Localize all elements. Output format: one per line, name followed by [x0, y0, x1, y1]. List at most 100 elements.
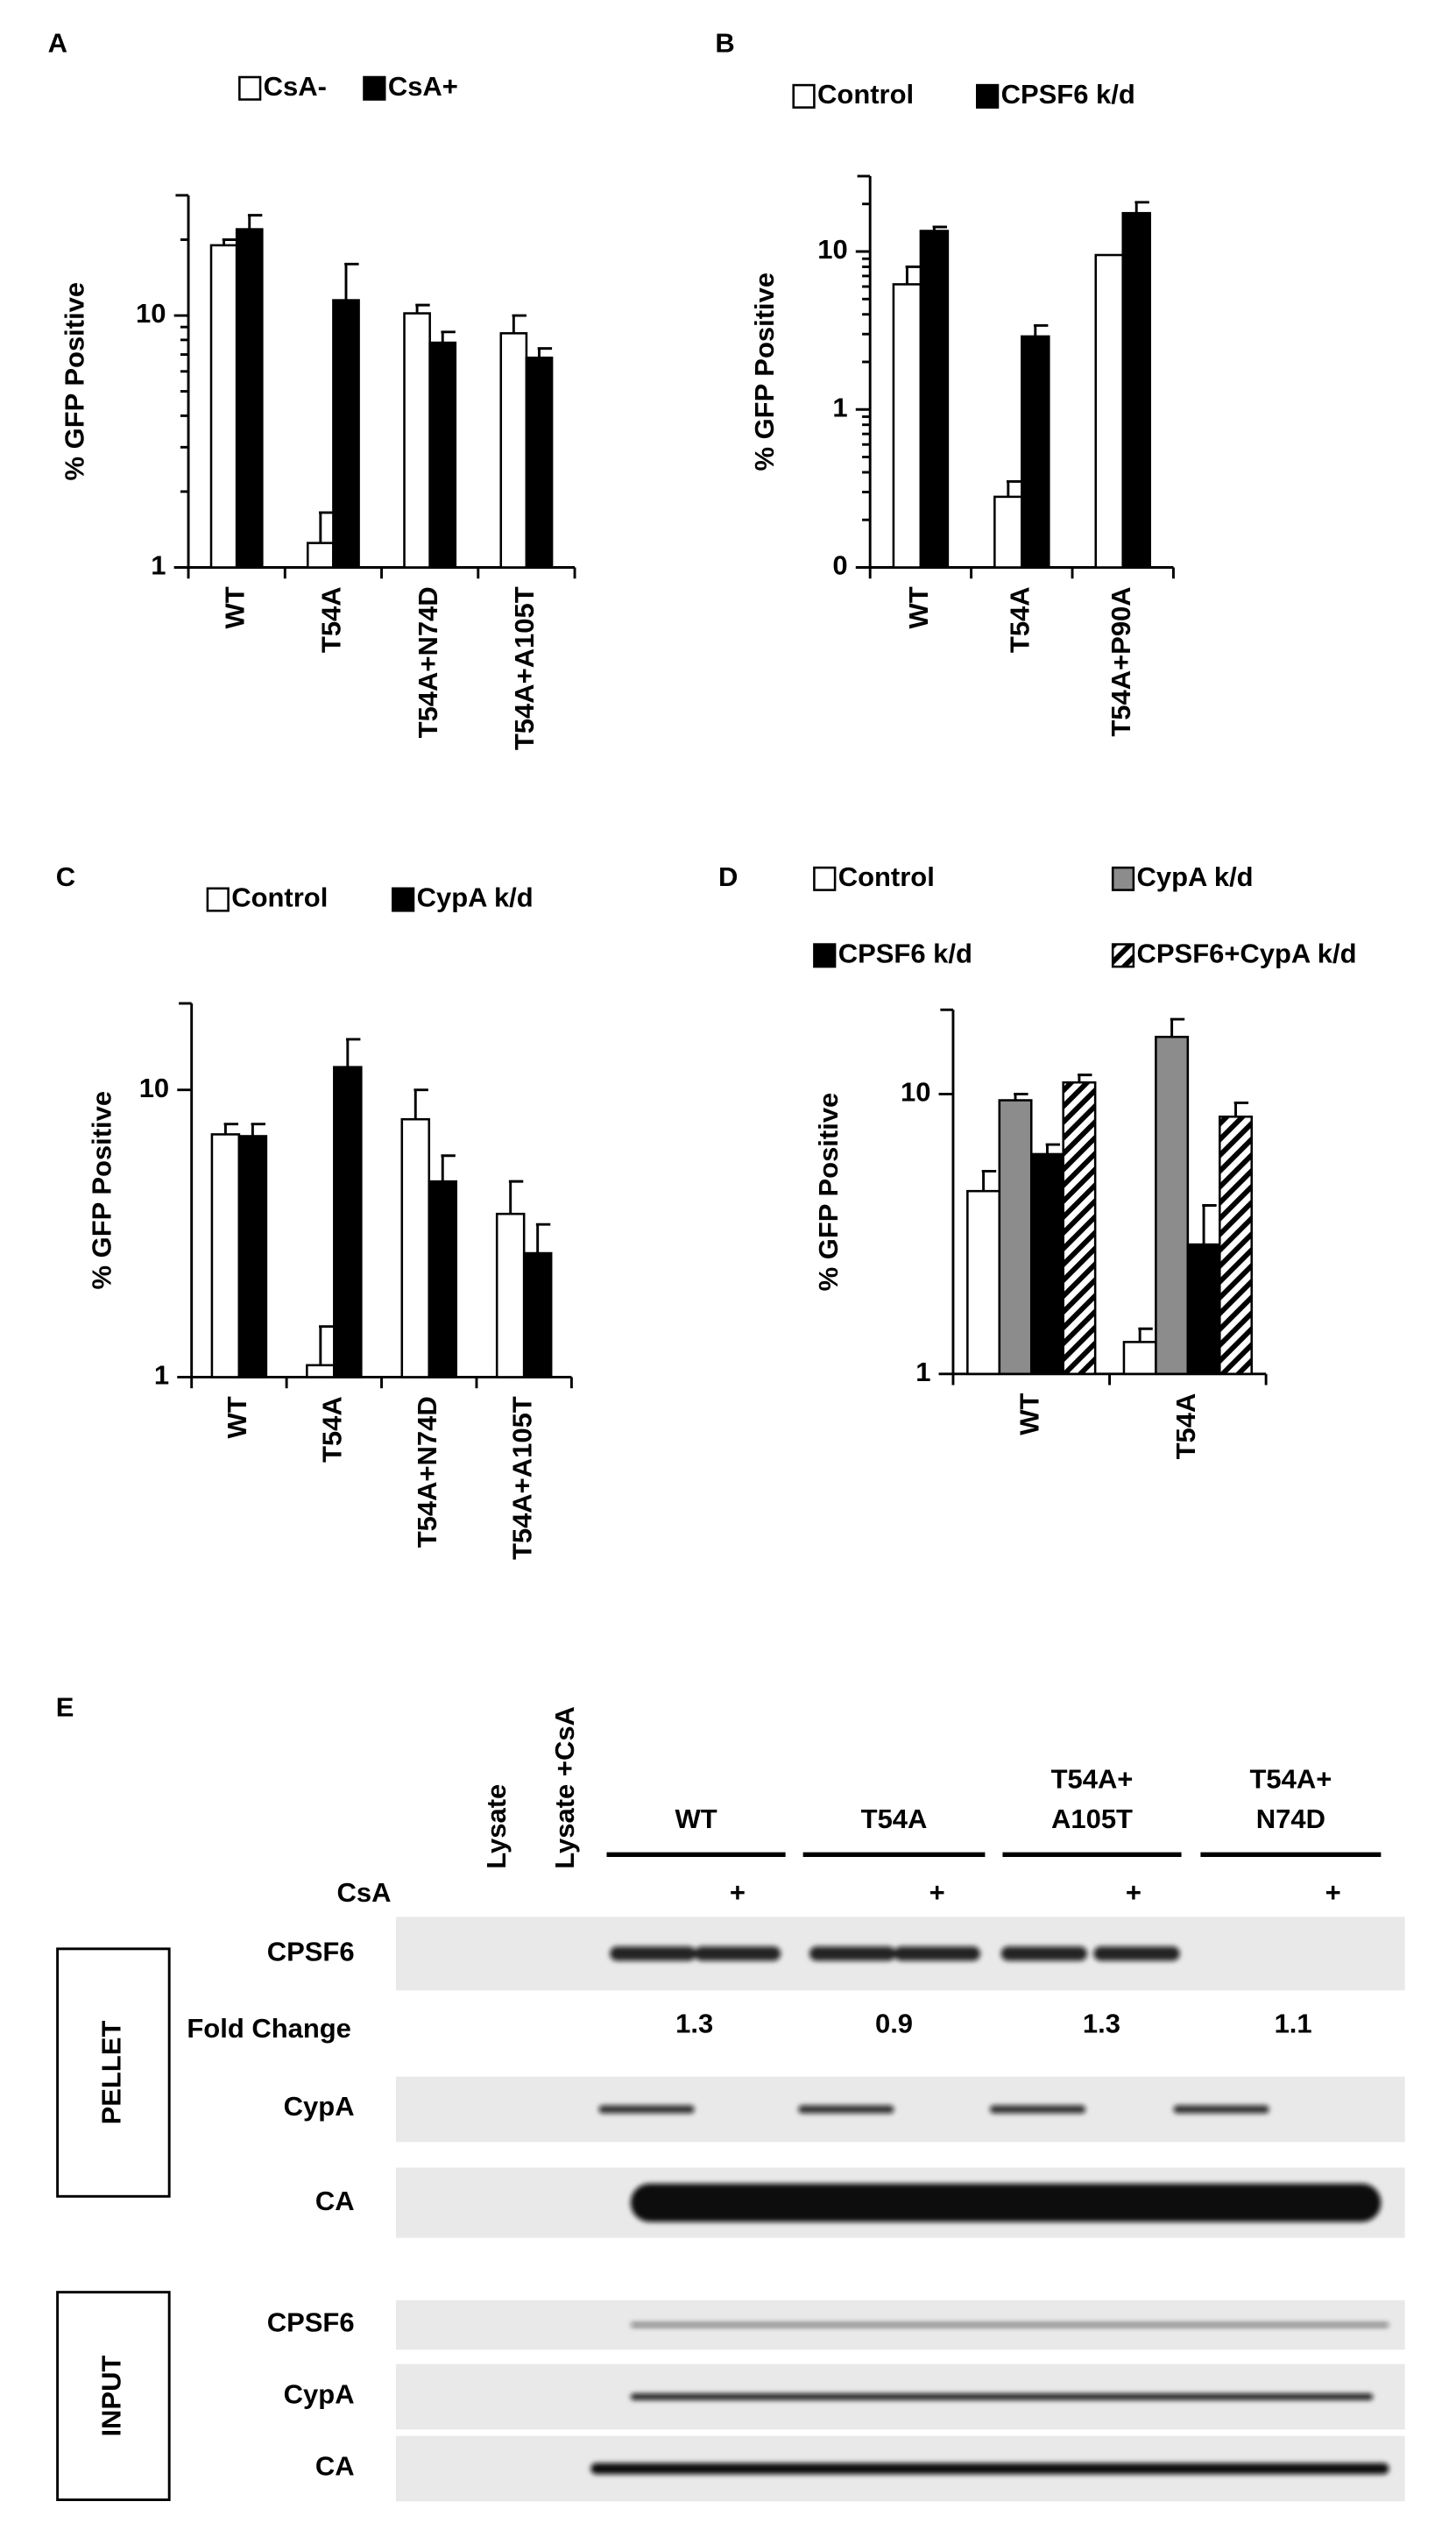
legend-swatch: [813, 866, 837, 891]
band: [590, 2463, 1389, 2475]
lane-label: Lysate: [481, 1784, 512, 1869]
blot-pellet-cypa-bands: [598, 2105, 1269, 2114]
bar: [998, 1099, 1033, 1376]
band: [1000, 1946, 1088, 1961]
panel-letter: B: [715, 28, 734, 59]
blot-pellet-ca-bands: [630, 2183, 1382, 2222]
blot-input-ca-bands: [590, 2463, 1389, 2475]
blot-input-cypa-bands: [630, 2393, 1374, 2400]
bar: [919, 230, 950, 569]
bar: [1029, 1152, 1064, 1376]
group-label: A105T: [1051, 1804, 1133, 1834]
y-tick-label: 10: [136, 298, 166, 329]
legend-swatch: [792, 83, 816, 109]
fold-change-value: 1.1: [1275, 2008, 1312, 2038]
bar: [209, 244, 238, 569]
legend-swatch: [1111, 943, 1135, 968]
x-tick-label: WT: [903, 586, 934, 628]
error-bar: [1170, 1017, 1185, 1038]
y-axis-label: % GFP Positive: [87, 1091, 117, 1290]
legend-swatch: [1111, 866, 1135, 891]
error-bar: [508, 1180, 524, 1215]
band: [694, 1946, 781, 1961]
error-bar: [441, 330, 456, 344]
band: [989, 2105, 1086, 2114]
bar: [1219, 1115, 1254, 1376]
bar: [892, 283, 922, 569]
row-label: CA: [315, 2450, 355, 2481]
legend-swatch: [976, 83, 1000, 109]
error-bar: [1007, 479, 1021, 497]
bar: [499, 332, 528, 569]
legend-label: Control: [231, 882, 328, 913]
y-axis-label: % GFP Positive: [60, 282, 90, 481]
legend-swatch: [813, 943, 837, 968]
bar: [525, 356, 554, 569]
error-bar: [932, 225, 947, 231]
row-label: CPSF6: [267, 1936, 355, 1967]
error-bar: [413, 1088, 428, 1120]
legend-label: CPSF6 k/d: [838, 939, 972, 969]
bar: [1186, 1243, 1221, 1376]
bar: [210, 1133, 241, 1378]
y-tick-label: 1: [154, 1360, 169, 1391]
error-bar: [222, 238, 237, 245]
bar: [1062, 1081, 1097, 1376]
error-bar: [512, 314, 527, 334]
y-tick-label: 1: [151, 550, 166, 581]
bar: [522, 1251, 553, 1378]
bar: [306, 542, 335, 569]
y-axis-label: % GFP Positive: [749, 273, 780, 471]
bar: [1021, 335, 1050, 569]
fold-change-value: 1.3: [1083, 2008, 1120, 2038]
group-label: N74D: [1256, 1804, 1325, 1834]
error-bar: [1138, 1327, 1153, 1343]
legend-label: CPSF6+CypA k/d: [1137, 939, 1357, 969]
fold-change-label: Fold Change: [187, 2013, 351, 2044]
blot-input-cpsf6-bands: [630, 2322, 1389, 2328]
bar: [966, 1189, 1001, 1376]
lane-label: Lysate +CsA: [549, 1706, 580, 1869]
bar: [1155, 1035, 1190, 1376]
legend-label: CPSF6 k/d: [1001, 79, 1135, 110]
legend-swatch: [238, 75, 262, 101]
x-tick-label: T54A: [1170, 1393, 1201, 1460]
bar: [332, 299, 360, 569]
legend-label: CypA k/d: [417, 882, 534, 913]
group-label: T54A: [861, 1804, 928, 1834]
legend-label: CsA-: [264, 71, 327, 102]
x-tick-label: T54A+N74D: [413, 586, 443, 738]
legend-label: CypA k/d: [1137, 861, 1254, 892]
x-tick-label: T54A+N74D: [412, 1396, 442, 1548]
panel-letter: C: [56, 861, 75, 892]
bar: [235, 228, 264, 569]
error-bar: [223, 1123, 238, 1135]
band: [1173, 2105, 1269, 2114]
legend-swatch: [392, 887, 415, 912]
band: [630, 2183, 1382, 2222]
bar: [1121, 211, 1151, 569]
bar: [1122, 1341, 1157, 1376]
fold-change-value: 0.9: [875, 2008, 913, 2038]
bar: [333, 1066, 363, 1378]
y-tick-label: 1: [915, 1357, 930, 1387]
error-bar: [981, 1170, 997, 1192]
error-bar: [345, 1038, 361, 1067]
blot-pellet-cpsf6-bands: [610, 1946, 1180, 1961]
band: [798, 2105, 894, 2114]
x-tick-label: WT: [222, 1396, 252, 1438]
y-tick-label: 10: [901, 1077, 930, 1108]
row-label: CypA: [284, 2378, 355, 2409]
treatment-mark: +: [929, 1877, 945, 1908]
bar: [237, 1135, 268, 1378]
legend-swatch: [363, 75, 386, 101]
x-tick-label: T54A: [316, 586, 347, 653]
y-axis-label: % GFP Positive: [813, 1093, 844, 1292]
legend-label: Control: [838, 861, 935, 892]
error-bar: [1045, 1143, 1061, 1154]
error-bar: [1014, 1092, 1028, 1101]
x-tick-label: T54A: [317, 1396, 348, 1463]
band: [630, 2393, 1374, 2400]
